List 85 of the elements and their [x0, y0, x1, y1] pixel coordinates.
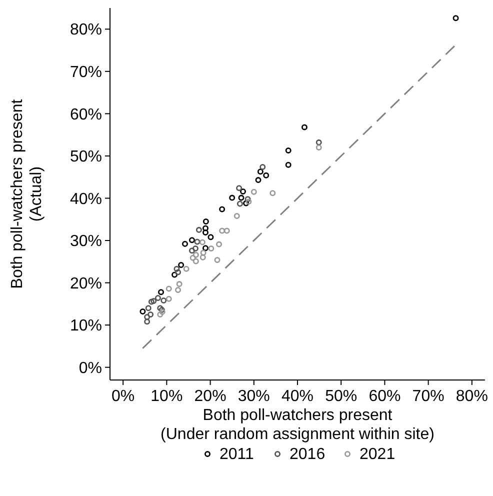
point — [172, 272, 178, 278]
point — [188, 248, 195, 254]
point — [202, 229, 208, 236]
point — [199, 239, 206, 246]
point — [236, 200, 243, 207]
point — [316, 139, 322, 146]
y-tick-label: 0% — [78, 360, 102, 377]
point — [240, 188, 246, 194]
point — [285, 147, 292, 154]
point — [145, 305, 152, 312]
point — [154, 294, 161, 301]
y-tick-label: 70% — [70, 64, 102, 82]
point — [192, 252, 199, 258]
point — [192, 258, 199, 264]
y-tick-label: 10% — [70, 318, 102, 335]
point — [190, 254, 196, 261]
legend-label: 2016 — [290, 446, 326, 463]
point — [316, 144, 322, 150]
point — [260, 164, 266, 170]
x-tick-label: 20% — [194, 388, 226, 405]
point — [244, 196, 251, 202]
point — [200, 250, 206, 256]
legend-label: 2021 — [360, 446, 396, 463]
point — [196, 226, 202, 233]
point — [219, 206, 226, 212]
point — [301, 124, 308, 130]
point — [200, 254, 206, 260]
point — [174, 266, 180, 272]
point — [257, 168, 264, 175]
point — [229, 194, 236, 201]
point — [255, 177, 262, 184]
x-tick-label: 50% — [325, 388, 358, 405]
x-tick-label: 40% — [281, 388, 314, 405]
x-tick-label: 70% — [412, 388, 444, 405]
point — [166, 296, 172, 302]
point — [166, 286, 172, 292]
x-tick-label: 30% — [238, 388, 270, 405]
point — [202, 218, 209, 224]
x-tick-label: 80% — [456, 388, 488, 405]
point — [144, 318, 150, 325]
point — [452, 15, 459, 22]
point — [192, 246, 198, 252]
point — [216, 241, 222, 248]
point — [250, 188, 257, 195]
y-tick-label: 40% — [70, 190, 102, 208]
y-axis-title: Both poll-watchers present (Actual) — [9, 98, 45, 289]
point — [224, 228, 230, 234]
point — [140, 308, 146, 315]
point — [148, 298, 154, 305]
point — [160, 298, 167, 304]
point — [178, 262, 184, 268]
point — [236, 185, 242, 192]
point — [208, 234, 214, 240]
y-tick-label: 30% — [70, 233, 102, 250]
point — [238, 194, 244, 201]
point — [158, 289, 164, 296]
point — [175, 286, 182, 293]
point — [148, 311, 154, 318]
y-tick-label: 60% — [70, 106, 102, 124]
point — [182, 240, 188, 247]
point — [188, 237, 195, 244]
y-tick-label: 80% — [70, 22, 102, 39]
legend-label: 2011 — [220, 446, 254, 463]
point — [263, 172, 270, 178]
point — [183, 266, 190, 272]
point — [208, 246, 214, 252]
point — [243, 200, 250, 206]
point — [234, 212, 240, 219]
point — [157, 311, 164, 318]
y-tick-label: 50% — [70, 148, 102, 166]
point — [270, 190, 276, 196]
point — [175, 269, 182, 276]
point — [202, 225, 208, 232]
x-tick-label: 60% — [368, 388, 401, 405]
point — [194, 238, 200, 245]
x-tick-label: 10% — [150, 388, 183, 405]
y-tick-label: 20% — [70, 275, 102, 292]
point — [150, 298, 157, 304]
point — [246, 198, 252, 205]
point — [214, 256, 220, 263]
x-axis-title: Both poll-watchers present (Under random assignment within site) — [160, 407, 434, 443]
point — [176, 281, 182, 288]
point — [202, 245, 208, 252]
point — [285, 162, 292, 168]
x-tick-label: 0% — [112, 388, 135, 405]
